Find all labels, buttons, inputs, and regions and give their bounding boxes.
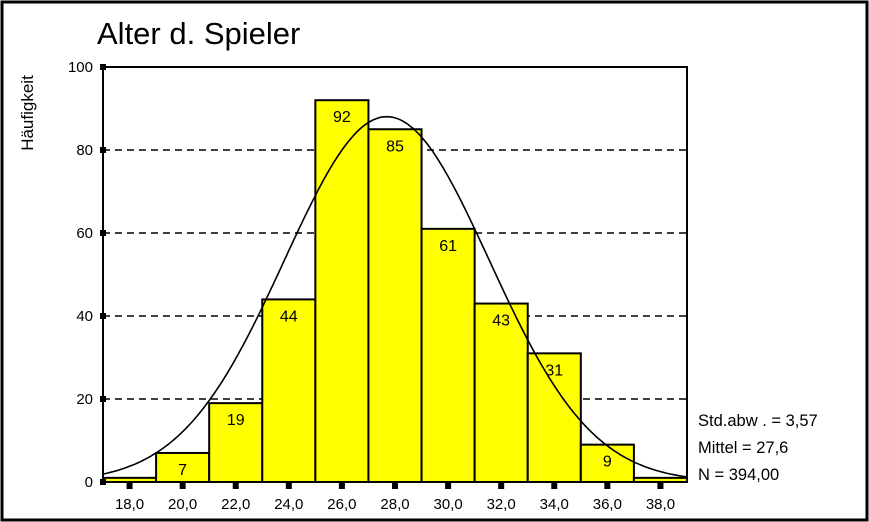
svg-text:20,0: 20,0: [168, 496, 197, 513]
svg-text:92: 92: [333, 109, 351, 126]
svg-text:24,0: 24,0: [274, 496, 303, 513]
svg-text:Alter d. Spieler: Alter d. Spieler: [97, 16, 300, 51]
svg-text:44: 44: [280, 308, 298, 325]
svg-text:28,0: 28,0: [380, 496, 409, 513]
svg-text:40: 40: [76, 308, 93, 325]
svg-text:22,0: 22,0: [221, 496, 250, 513]
svg-text:85: 85: [386, 138, 404, 155]
svg-text:30,0: 30,0: [433, 496, 462, 513]
svg-text:N = 394,00: N = 394,00: [698, 466, 779, 484]
svg-text:9: 9: [603, 454, 612, 471]
svg-text:19: 19: [227, 412, 245, 429]
svg-text:60: 60: [76, 225, 93, 242]
svg-text:7: 7: [178, 462, 187, 479]
svg-text:100: 100: [68, 59, 93, 76]
svg-text:Häufigkeit: Häufigkeit: [18, 75, 37, 151]
svg-text:34,0: 34,0: [540, 496, 569, 513]
svg-text:Std.abw . = 3,57: Std.abw . = 3,57: [698, 412, 818, 430]
svg-text:38,0: 38,0: [646, 496, 675, 513]
svg-text:26,0: 26,0: [327, 496, 356, 513]
svg-text:32,0: 32,0: [487, 496, 516, 513]
svg-text:0: 0: [85, 474, 93, 491]
svg-text:18,0: 18,0: [115, 496, 144, 513]
svg-text:61: 61: [439, 238, 457, 255]
svg-text:20: 20: [76, 391, 93, 408]
svg-text:43: 43: [492, 313, 510, 330]
svg-text:36,0: 36,0: [593, 496, 622, 513]
svg-text:Mittel = 27,6: Mittel = 27,6: [698, 439, 788, 457]
svg-text:80: 80: [76, 142, 93, 159]
